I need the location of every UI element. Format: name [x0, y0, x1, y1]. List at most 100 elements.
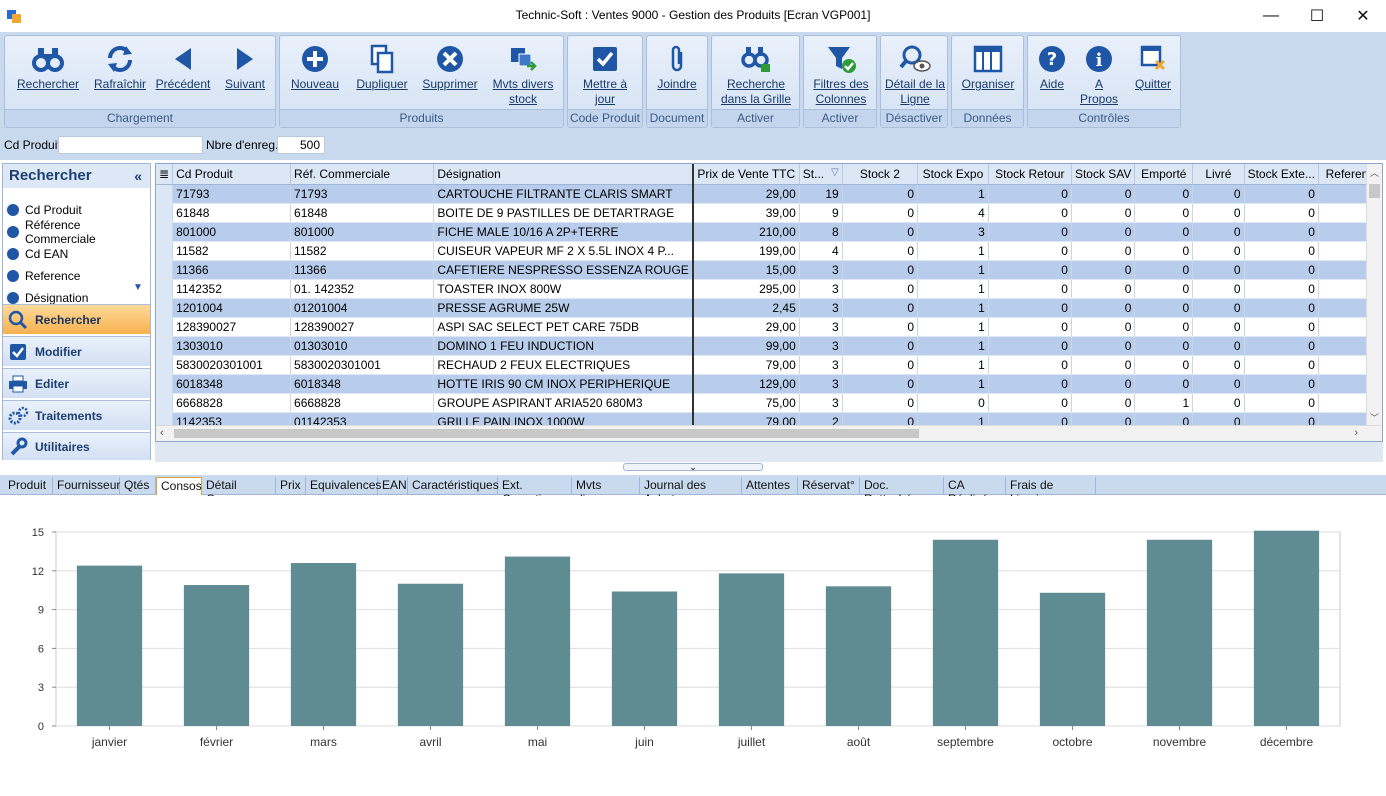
- table-cell[interactable]: 0: [1244, 241, 1319, 261]
- close-button[interactable]: ✕: [1356, 8, 1370, 25]
- table-cell[interactable]: 0: [1244, 184, 1319, 204]
- table-cell[interactable]: 0: [1192, 355, 1245, 375]
- table-cell[interactable]: PRESSE AGRUME 25W: [433, 298, 694, 318]
- nav-rechercher[interactable]: Rechercher: [3, 304, 150, 334]
- bar-octobre[interactable]: [1039, 592, 1106, 726]
- table-cell[interactable]: 01201004: [290, 298, 435, 318]
- table-cell[interactable]: 0: [842, 393, 919, 413]
- bar-septembre[interactable]: [932, 539, 999, 726]
- table-cell[interactable]: 801000: [290, 222, 435, 242]
- table-cell[interactable]: 1: [917, 260, 989, 280]
- column-header[interactable]: Livré: [1192, 164, 1245, 185]
- maximize-button[interactable]: ☐: [1309, 8, 1325, 25]
- table-cell[interactable]: 0: [988, 241, 1072, 261]
- tab-3[interactable]: Consos: [156, 477, 202, 495]
- bar-juin[interactable]: [611, 591, 678, 726]
- table-row[interactable]: 1201004 01201004 PRESSE AGRUME 25W 2,45 3 0 1 0…: [156, 298, 1382, 318]
- row-indicator[interactable]: [156, 336, 174, 356]
- column-header[interactable]: Stock Expo: [917, 164, 989, 185]
- tab-15[interactable]: CA Réalisé: [944, 477, 1006, 506]
- nav-editer[interactable]: Editer: [3, 368, 150, 398]
- table-cell[interactable]: 0: [842, 298, 919, 318]
- table-cell[interactable]: 0: [1244, 298, 1319, 318]
- bar-août[interactable]: [825, 586, 892, 726]
- horizontal-scrollbar[interactable]: ‹ ›: [156, 425, 1382, 441]
- table-cell[interactable]: 19: [799, 184, 843, 204]
- table-cell[interactable]: 5830020301001: [290, 355, 435, 375]
- column-header[interactable]: St... ▽: [799, 164, 843, 185]
- bar-novembre[interactable]: [1146, 539, 1213, 726]
- table-cell[interactable]: 61848: [172, 203, 292, 223]
- table-cell[interactable]: 3: [799, 355, 843, 375]
- table-cell[interactable]: 0: [1134, 222, 1194, 242]
- table-cell[interactable]: 15,00: [692, 260, 800, 280]
- criteria-reference[interactable]: Reference: [7, 266, 147, 286]
- table-cell[interactable]: 0: [1134, 260, 1194, 280]
- aide-button[interactable]: ? Aide: [1032, 40, 1072, 112]
- table-cell[interactable]: 4: [799, 241, 843, 261]
- table-cell[interactable]: 6018348: [290, 374, 435, 394]
- table-cell[interactable]: 0: [1134, 336, 1194, 356]
- table-cell[interactable]: 295,00: [692, 279, 800, 299]
- table-row[interactable]: 6018348 6018348 HOTTE IRIS 90 CM INOX PERI…: [156, 374, 1382, 394]
- table-cell[interactable]: 6668828: [290, 393, 435, 413]
- row-indicator[interactable]: [156, 279, 174, 299]
- table-cell[interactable]: 0: [1134, 241, 1194, 261]
- hscroll-thumb[interactable]: [174, 429, 919, 438]
- table-cell[interactable]: 0: [842, 260, 919, 280]
- organiser-button[interactable]: Organiser: [956, 40, 1020, 112]
- table-cell[interactable]: 1: [917, 241, 989, 261]
- table-cell[interactable]: 1: [917, 184, 989, 204]
- bar-décembre[interactable]: [1253, 530, 1320, 726]
- detail-ligne-button[interactable]: Détail de la Ligne: [883, 40, 947, 112]
- table-cell[interactable]: 29,00: [692, 184, 800, 204]
- row-indicator[interactable]: [156, 260, 174, 280]
- row-indicator[interactable]: [156, 184, 174, 204]
- tab-14[interactable]: Doc. Rattachés: [860, 477, 944, 506]
- table-row[interactable]: 11366 11366 CAFETIERE NESPRESSO ESSENZA RO…: [156, 260, 1382, 280]
- table-cell[interactable]: 11582: [172, 241, 292, 261]
- table-row[interactable]: 1142352 01. 142352 TOASTER INOX 800W 295,00…: [156, 279, 1382, 299]
- row-indicator[interactable]: [156, 355, 174, 375]
- table-cell[interactable]: 0: [1192, 222, 1245, 242]
- table-cell[interactable]: 99,00: [692, 336, 800, 356]
- tab-2[interactable]: Qtés: [120, 477, 156, 495]
- table-cell[interactable]: 0: [1244, 260, 1319, 280]
- table-cell[interactable]: 11366: [172, 260, 292, 280]
- table-cell[interactable]: 3: [917, 222, 989, 242]
- table-cell[interactable]: 01. 142352: [290, 279, 435, 299]
- table-cell[interactable]: 75,00: [692, 393, 800, 413]
- table-cell[interactable]: 0: [988, 203, 1072, 223]
- bar-mai[interactable]: [504, 556, 571, 726]
- table-cell[interactable]: 61848: [290, 203, 435, 223]
- table-cell[interactable]: 0: [1071, 241, 1136, 261]
- table-cell[interactable]: 0: [1192, 298, 1245, 318]
- table-row[interactable]: 128390027 128390027 ASPI SAC SELECT PET CA…: [156, 317, 1382, 337]
- table-cell[interactable]: ASPI SAC SELECT PET CARE 75DB: [433, 317, 694, 337]
- table-cell[interactable]: 29,00: [692, 317, 800, 337]
- table-cell[interactable]: 0: [1192, 317, 1245, 337]
- table-cell[interactable]: 128390027: [290, 317, 435, 337]
- supprimer-button[interactable]: Supprimer: [418, 40, 482, 112]
- table-cell[interactable]: 0: [988, 222, 1072, 242]
- table-cell[interactable]: 0: [842, 241, 919, 261]
- table-cell[interactable]: GROUPE ASPIRANT ARIA520 680M3: [433, 393, 694, 413]
- table-cell[interactable]: 0: [1071, 393, 1136, 413]
- table-cell[interactable]: 3: [799, 374, 843, 394]
- table-cell[interactable]: 0: [842, 317, 919, 337]
- table-cell[interactable]: BOITE DE 9 PASTILLES DE DETARTRAGE: [433, 203, 694, 223]
- row-indicator[interactable]: [156, 203, 174, 223]
- table-cell[interactable]: 6668828: [172, 393, 292, 413]
- table-cell[interactable]: 801000: [172, 222, 292, 242]
- table-cell[interactable]: DOMINO 1 FEU INDUCTION: [433, 336, 694, 356]
- joindre-button[interactable]: Joindre: [651, 40, 703, 112]
- tab-1[interactable]: Fournisseur: [53, 477, 120, 495]
- table-cell[interactable]: 0: [842, 222, 919, 242]
- column-header[interactable]: Emporté: [1134, 164, 1194, 185]
- column-header[interactable]: Stock Exte...: [1244, 164, 1319, 185]
- scroll-left-icon[interactable]: ‹: [160, 427, 164, 439]
- row-indicator-header[interactable]: ≣: [156, 164, 174, 185]
- table-cell[interactable]: 0: [842, 203, 919, 223]
- table-cell[interactable]: 0: [1134, 355, 1194, 375]
- criteria-designation[interactable]: Désignation: [7, 288, 147, 308]
